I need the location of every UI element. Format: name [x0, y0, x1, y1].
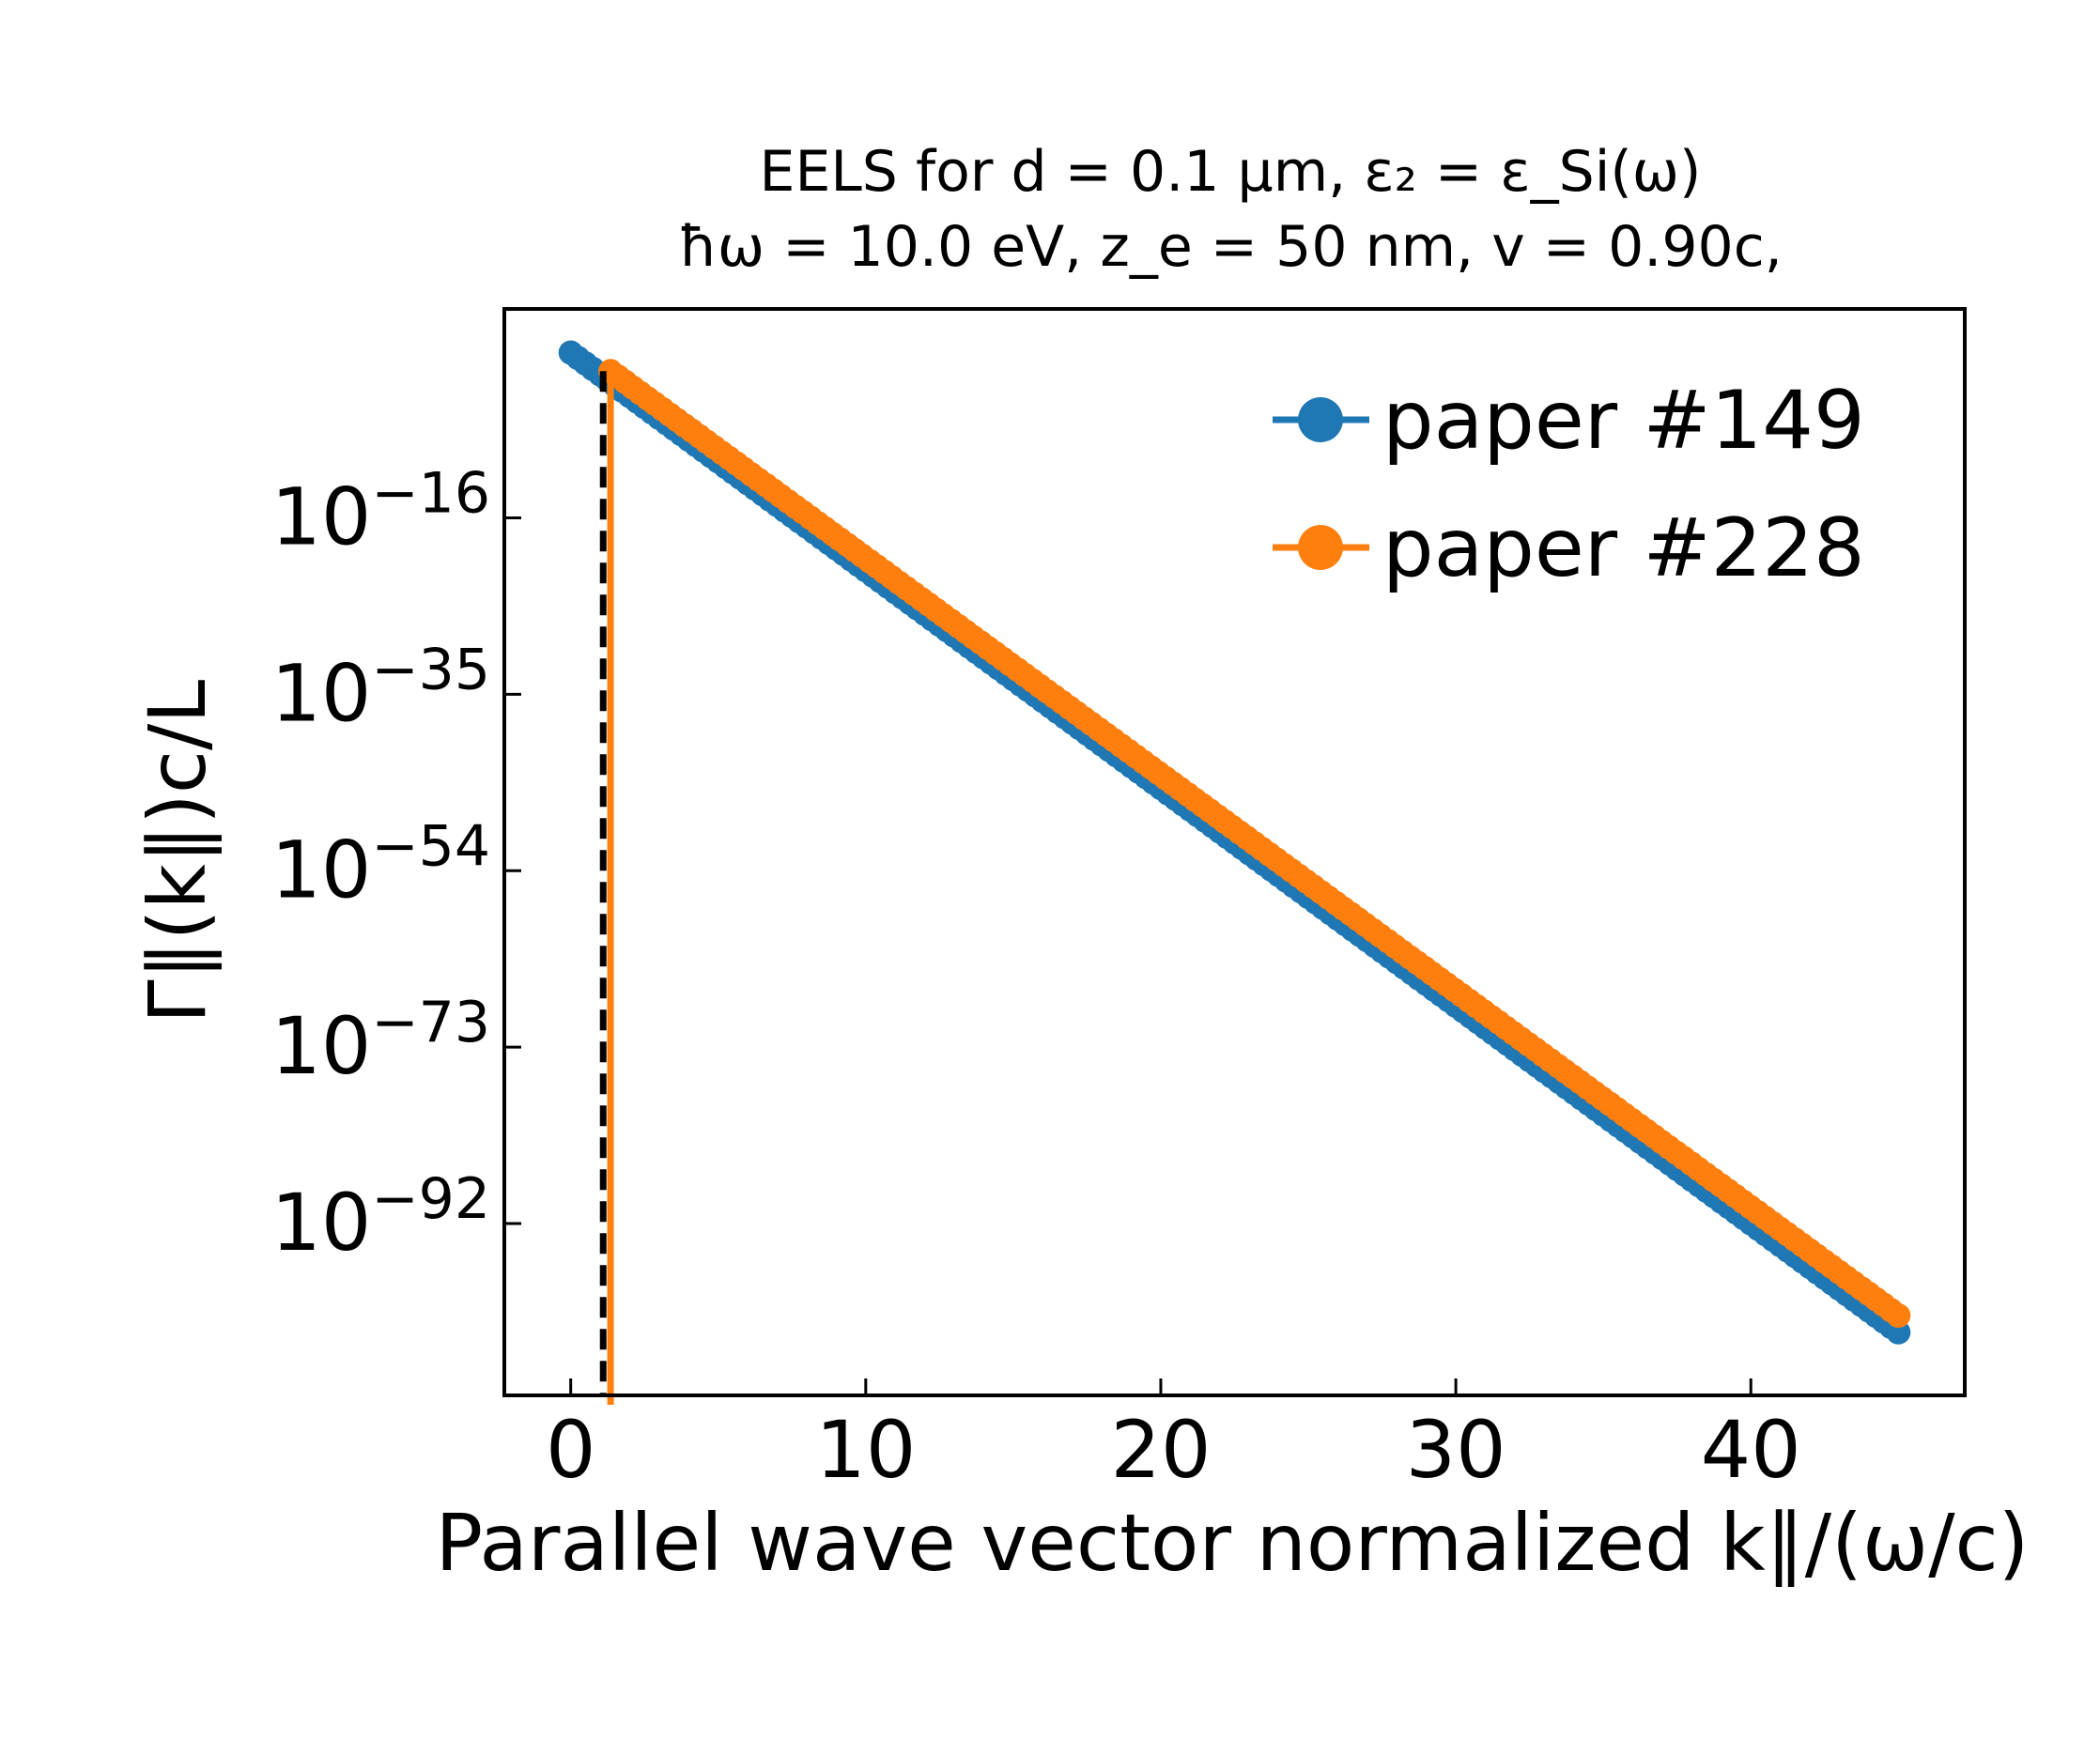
plot-frame [502, 307, 1967, 1397]
y-tick-label: 10−35 [270, 637, 490, 739]
series-1-point [1886, 1303, 1911, 1328]
legend-swatch-marker-149 [1298, 397, 1343, 442]
x-tick-label: 40 [1701, 1404, 1801, 1496]
y-tick-label: 10−16 [270, 461, 490, 563]
y-tick-label: 10−92 [270, 1166, 490, 1269]
series-1 [598, 359, 1911, 1405]
x-tick-label: 0 [546, 1404, 595, 1496]
y-axis-label: Γ∥(k∥)c/L [131, 680, 224, 1024]
legend-swatch-marker-228 [1298, 525, 1343, 570]
y-tick-label: 10−54 [270, 813, 490, 916]
chart-title-line1: EELS for d = 0.1 μm, ε₂ = ε_Si(ω) [760, 139, 1702, 205]
legend: paper #149 paper #228 [1273, 374, 1865, 595]
x-tick-label: 30 [1406, 1404, 1506, 1496]
series-0-point [1886, 1319, 1911, 1345]
y-tick-label: 10−73 [270, 990, 490, 1092]
legend-label-149: paper #149 [1382, 374, 1865, 468]
x-axis-label: Parallel wave vector normalized k∥/(ω/c) [436, 1497, 2030, 1589]
chart-title-line2: ħω = 10.0 eV, z_e = 50 nm, v = 0.90c, [678, 214, 1783, 280]
plot-data-layer [558, 340, 1911, 1405]
legend-label-228: paper #228 [1382, 501, 1865, 595]
x-tick-label: 20 [1111, 1404, 1212, 1496]
x-tick-label: 10 [815, 1404, 916, 1496]
